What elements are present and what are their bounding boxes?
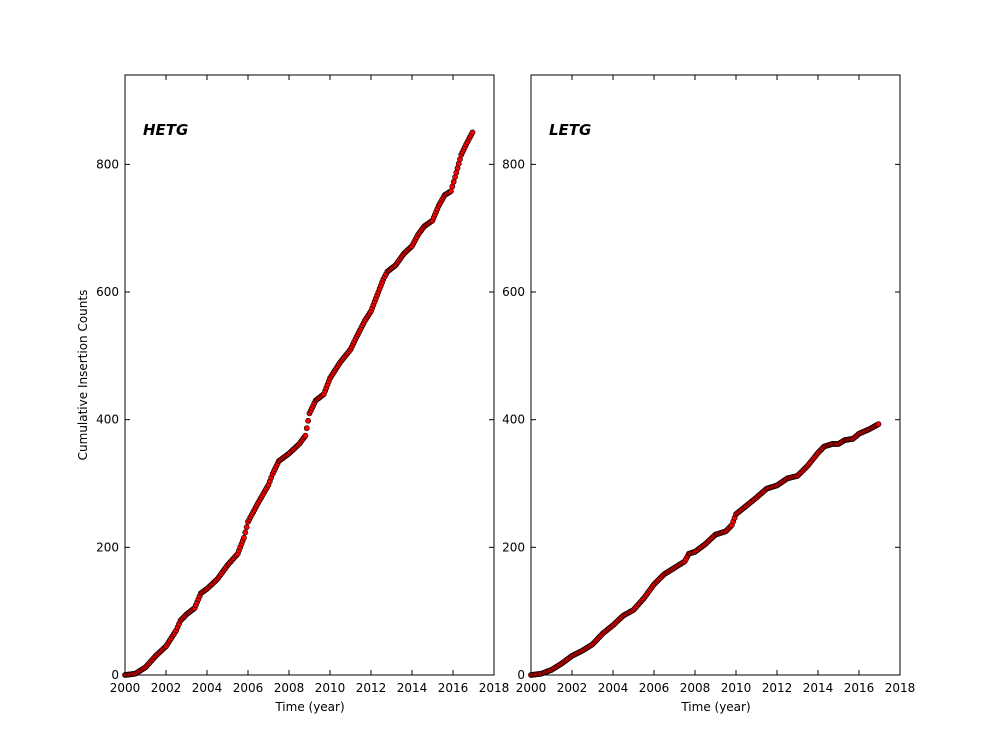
x-tick-label: 2008 — [274, 681, 305, 695]
y-tick-label: 800 — [502, 157, 525, 171]
x-tick-label: 2016 — [844, 681, 875, 695]
x-tick-label: 2004 — [598, 681, 629, 695]
data-point — [242, 529, 249, 536]
data-point — [469, 129, 476, 136]
x-tick-label: 2012 — [356, 681, 387, 695]
y-tick-label: 0 — [111, 668, 119, 682]
y-tick-label: 600 — [502, 285, 525, 299]
y-tick-label: 200 — [502, 540, 525, 554]
data-point — [240, 534, 247, 541]
panel-title-hetg: HETG — [143, 121, 188, 139]
data-point — [303, 425, 310, 432]
x-tick-label: 2016 — [438, 681, 469, 695]
x-tick-label: 2014 — [803, 681, 834, 695]
plot-area-hetg — [124, 74, 495, 676]
x-tick-label: 2018 — [479, 681, 510, 695]
data-point — [302, 432, 309, 439]
y-tick-label: 0 — [517, 668, 525, 682]
x-tick-label: 2010 — [315, 681, 346, 695]
data-point — [875, 421, 882, 428]
x-tick-label: 2012 — [762, 681, 793, 695]
x-tick-label: 2010 — [721, 681, 752, 695]
y-tick-label: 400 — [96, 413, 119, 427]
x-tick-label: 2006 — [233, 681, 264, 695]
x-tick-label: 2018 — [885, 681, 916, 695]
plot-area-letg — [530, 74, 901, 676]
x-tick-label: 2008 — [680, 681, 711, 695]
x-tick-label: 2004 — [192, 681, 223, 695]
y-tick-label: 400 — [502, 413, 525, 427]
x-axis-label-hetg: Time (year) — [274, 700, 344, 714]
x-tick-label: 2002 — [557, 681, 588, 695]
y-tick-label: 600 — [96, 285, 119, 299]
y-axis-label: Cumulative Insertion Counts — [76, 290, 90, 461]
x-tick-label: 2000 — [110, 681, 141, 695]
y-tick-label: 200 — [96, 540, 119, 554]
x-tick-label: 2002 — [151, 681, 182, 695]
x-tick-label: 2000 — [516, 681, 547, 695]
x-tick-label: 2014 — [397, 681, 428, 695]
x-tick-label: 2006 — [639, 681, 670, 695]
data-point — [243, 524, 250, 531]
panel-title-letg: LETG — [549, 121, 591, 139]
x-axis-label-letg: Time (year) — [680, 700, 750, 714]
data-point — [305, 417, 312, 424]
y-tick-label: 800 — [96, 157, 119, 171]
